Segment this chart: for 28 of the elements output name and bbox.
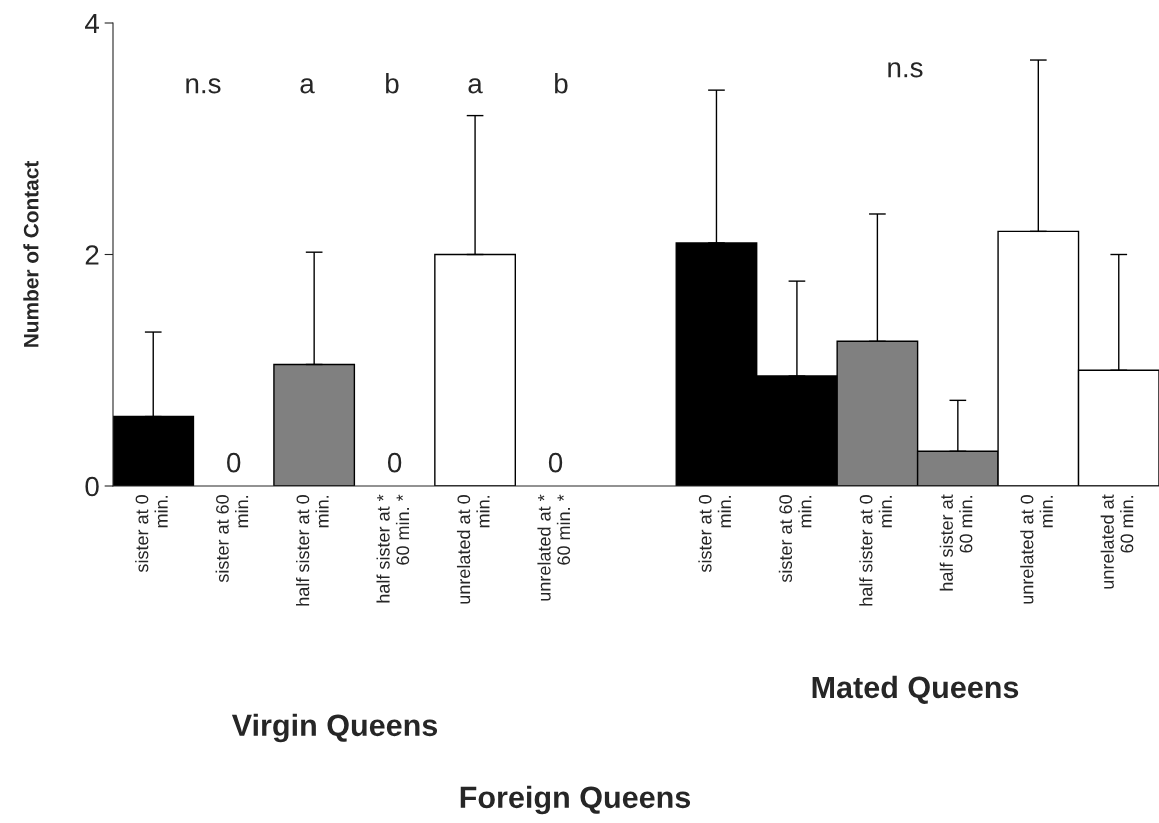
annotation: b (386, 73, 399, 94)
x-tick-label: sister at 0 min. (698, 495, 731, 573)
x-tick-label: unrelated at 60 min. (1100, 494, 1134, 589)
text: Foreign Queens (460, 785, 691, 815)
x-tick-label: half sister at * 60 min. * (376, 494, 410, 603)
data-label: 0 (548, 452, 563, 473)
x-tick-label: half sister at 0 min. (296, 495, 329, 606)
x-tick-label: half sister at 60 min. (939, 494, 973, 591)
annotation: n.s (888, 62, 923, 78)
text: Mated Queens (812, 675, 1019, 704)
y-tick-label: 4 (85, 13, 99, 34)
annotation: n.s (186, 78, 221, 94)
y-axis-title: Number of Contact (23, 161, 39, 347)
text: Virgin Queens (231, 713, 438, 743)
x-tick-label: sister at 60 min. (215, 495, 249, 583)
x-tick-label: sister at 0 min. (135, 495, 168, 573)
annotation: a (300, 78, 315, 94)
data-label: 0 (227, 452, 241, 473)
annotation: a (468, 78, 483, 94)
annotation: b (555, 73, 568, 94)
x-tick-label: sister at 60 min. (778, 495, 812, 583)
y-tick-label: 2 (85, 245, 99, 265)
x-tick-label: unrelated at * 60 min. * (537, 494, 571, 601)
data-label: 0 (387, 452, 402, 473)
x-tick-label: half sister at 0 min. (859, 495, 892, 606)
x-tick-label: unrelated at 0 min. (1020, 495, 1053, 604)
x-tick-label: unrelated at 0 min. (456, 495, 490, 604)
y-tick-label: 0 (85, 476, 99, 497)
